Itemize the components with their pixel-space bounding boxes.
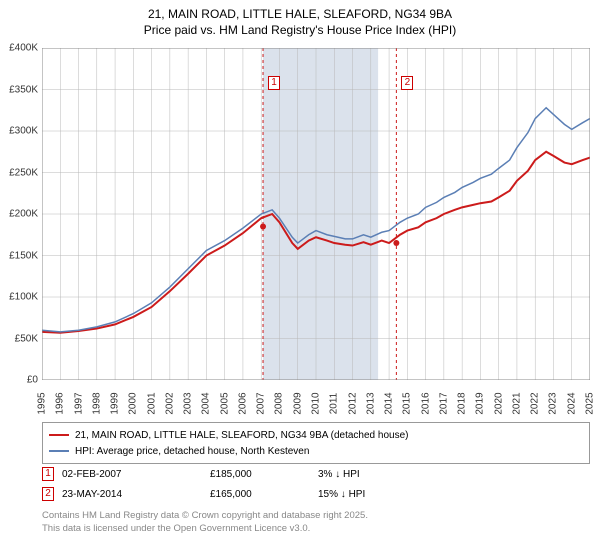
sale-row: 2 23-MAY-2014 £165,000 15% ↓ HPI bbox=[42, 484, 590, 504]
chart-svg bbox=[42, 48, 590, 380]
sale-row-date: 23-MAY-2014 bbox=[62, 489, 202, 500]
x-tick-label: 2022 bbox=[530, 392, 541, 414]
x-tick-label: 1999 bbox=[110, 392, 121, 414]
y-tick-label: £150K bbox=[9, 250, 38, 261]
footer-line-1: Contains HM Land Registry data © Crown c… bbox=[42, 510, 590, 523]
y-axis-labels: £0£50K£100K£150K£200K£250K£300K£350K£400… bbox=[0, 48, 40, 380]
x-tick-label: 1996 bbox=[55, 392, 66, 414]
x-tick-label: 2001 bbox=[146, 392, 157, 414]
x-tick-label: 2014 bbox=[384, 392, 395, 414]
sale-row-price: £185,000 bbox=[210, 469, 310, 480]
sale-row-date: 02-FEB-2007 bbox=[62, 469, 202, 480]
y-tick-label: £0 bbox=[27, 375, 38, 386]
x-tick-label: 2020 bbox=[493, 392, 504, 414]
x-tick-label: 2007 bbox=[256, 392, 267, 414]
x-tick-label: 2003 bbox=[183, 392, 194, 414]
sale-row-marker: 2 bbox=[42, 487, 54, 501]
legend: 21, MAIN ROAD, LITTLE HALE, SLEAFORD, NG… bbox=[42, 422, 590, 464]
x-tick-label: 1998 bbox=[91, 392, 102, 414]
x-tick-label: 2016 bbox=[420, 392, 431, 414]
sale-marker-label: 1 bbox=[268, 76, 280, 90]
sale-row-diff: 3% ↓ HPI bbox=[318, 469, 438, 480]
x-axis-labels: 1995199619971998199920002001200220032004… bbox=[42, 384, 590, 418]
title-line-2: Price paid vs. HM Land Registry's House … bbox=[0, 22, 600, 38]
y-tick-label: £100K bbox=[9, 292, 38, 303]
legend-item: 21, MAIN ROAD, LITTLE HALE, SLEAFORD, NG… bbox=[49, 427, 583, 443]
sale-row-marker: 1 bbox=[42, 467, 54, 481]
x-tick-label: 2006 bbox=[237, 392, 248, 414]
x-tick-label: 2024 bbox=[566, 392, 577, 414]
x-tick-label: 2013 bbox=[365, 392, 376, 414]
footer-line-2: This data is licensed under the Open Gov… bbox=[42, 523, 590, 536]
y-tick-label: £250K bbox=[9, 167, 38, 178]
x-tick-label: 2018 bbox=[457, 392, 468, 414]
title-line-1: 21, MAIN ROAD, LITTLE HALE, SLEAFORD, NG… bbox=[0, 6, 600, 22]
legend-label: 21, MAIN ROAD, LITTLE HALE, SLEAFORD, NG… bbox=[75, 430, 408, 441]
y-tick-label: £400K bbox=[9, 43, 38, 54]
legend-swatch bbox=[49, 434, 69, 436]
legend-item: HPI: Average price, detached house, Nort… bbox=[49, 443, 583, 459]
x-tick-label: 2021 bbox=[511, 392, 522, 414]
x-tick-label: 2004 bbox=[201, 392, 212, 414]
x-tick-label: 2015 bbox=[402, 392, 413, 414]
footer-credits: Contains HM Land Registry data © Crown c… bbox=[42, 510, 590, 536]
x-tick-label: 2002 bbox=[164, 392, 175, 414]
chart-title: 21, MAIN ROAD, LITTLE HALE, SLEAFORD, NG… bbox=[0, 0, 600, 38]
x-tick-label: 2009 bbox=[292, 392, 303, 414]
sale-row: 1 02-FEB-2007 £185,000 3% ↓ HPI bbox=[42, 464, 590, 484]
x-tick-label: 2005 bbox=[219, 392, 230, 414]
x-tick-label: 1997 bbox=[73, 392, 84, 414]
chart-area: 12 bbox=[42, 48, 590, 380]
x-tick-label: 2023 bbox=[548, 392, 559, 414]
sale-row-price: £165,000 bbox=[210, 489, 310, 500]
legend-swatch bbox=[49, 450, 69, 452]
y-tick-label: £300K bbox=[9, 126, 38, 137]
x-tick-label: 2017 bbox=[438, 392, 449, 414]
x-tick-label: 1995 bbox=[37, 392, 48, 414]
x-tick-label: 2000 bbox=[128, 392, 139, 414]
y-tick-label: £50K bbox=[15, 333, 38, 344]
x-tick-label: 2025 bbox=[585, 392, 596, 414]
legend-label: HPI: Average price, detached house, Nort… bbox=[75, 446, 309, 457]
y-tick-label: £200K bbox=[9, 209, 38, 220]
y-tick-label: £350K bbox=[9, 84, 38, 95]
x-tick-label: 2008 bbox=[274, 392, 285, 414]
sale-marker-label: 2 bbox=[401, 76, 413, 90]
x-tick-label: 2012 bbox=[347, 392, 358, 414]
x-tick-label: 2010 bbox=[311, 392, 322, 414]
x-tick-label: 2011 bbox=[329, 393, 340, 415]
x-tick-label: 2019 bbox=[475, 392, 486, 414]
sales-table: 1 02-FEB-2007 £185,000 3% ↓ HPI 2 23-MAY-2014… bbox=[42, 464, 590, 504]
sale-row-diff: 15% ↓ HPI bbox=[318, 489, 438, 500]
